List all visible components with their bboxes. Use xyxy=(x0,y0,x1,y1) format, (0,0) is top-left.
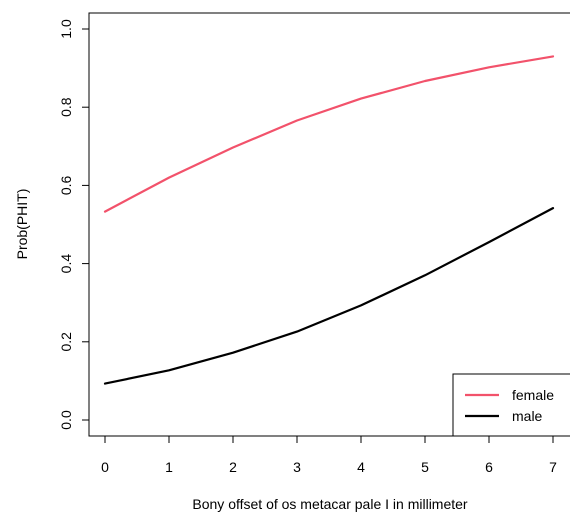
x-tick-label: 1 xyxy=(165,459,173,475)
series-line-male xyxy=(103,207,555,385)
x-tick-label: 2 xyxy=(229,459,237,475)
legend-box xyxy=(452,373,570,437)
y-axis-label: Prob(PHIT) xyxy=(14,189,30,260)
x-tick-label: 5 xyxy=(421,459,429,475)
x-tick-label: 3 xyxy=(293,459,301,475)
x-tick-label: 0 xyxy=(101,459,109,475)
y-tick-label: 0.6 xyxy=(58,175,74,195)
x-tick-label: 6 xyxy=(485,459,493,475)
legend-label-female: female xyxy=(512,387,554,403)
x-tick-label: 7 xyxy=(549,459,557,475)
series-line-female xyxy=(103,55,555,213)
x-axis-label: Bony offset of os metacar pale I in mill… xyxy=(192,496,468,512)
y-tick-label: 0.2 xyxy=(58,332,74,352)
y-tick-label: 0.4 xyxy=(58,254,74,274)
y-tick-label: 0.8 xyxy=(58,97,74,117)
y-tick-label: 1.0 xyxy=(58,19,74,39)
legend-label-male: male xyxy=(512,408,543,424)
y-tick-label: 0.0 xyxy=(58,410,74,430)
x-tick-label: 4 xyxy=(357,459,365,475)
